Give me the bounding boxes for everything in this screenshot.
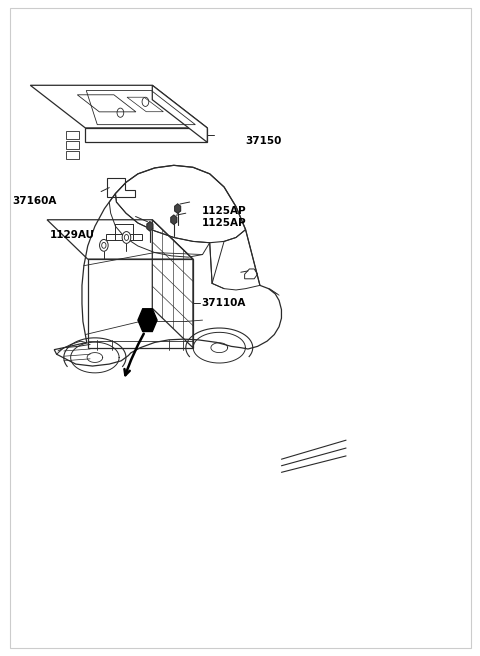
Polygon shape [152, 85, 207, 142]
Text: 37160A: 37160A [12, 196, 57, 207]
Text: 1125AP: 1125AP [202, 218, 246, 228]
Polygon shape [147, 222, 153, 231]
Text: 1129AU: 1129AU [50, 230, 95, 240]
Text: 1125AP: 1125AP [202, 206, 246, 216]
Text: 37110A: 37110A [202, 298, 246, 308]
Circle shape [99, 239, 108, 251]
Text: 37150: 37150 [246, 136, 282, 146]
Polygon shape [30, 85, 207, 128]
Polygon shape [138, 309, 157, 331]
Polygon shape [85, 128, 207, 142]
Polygon shape [171, 215, 177, 224]
Circle shape [122, 232, 131, 243]
Polygon shape [175, 204, 180, 213]
